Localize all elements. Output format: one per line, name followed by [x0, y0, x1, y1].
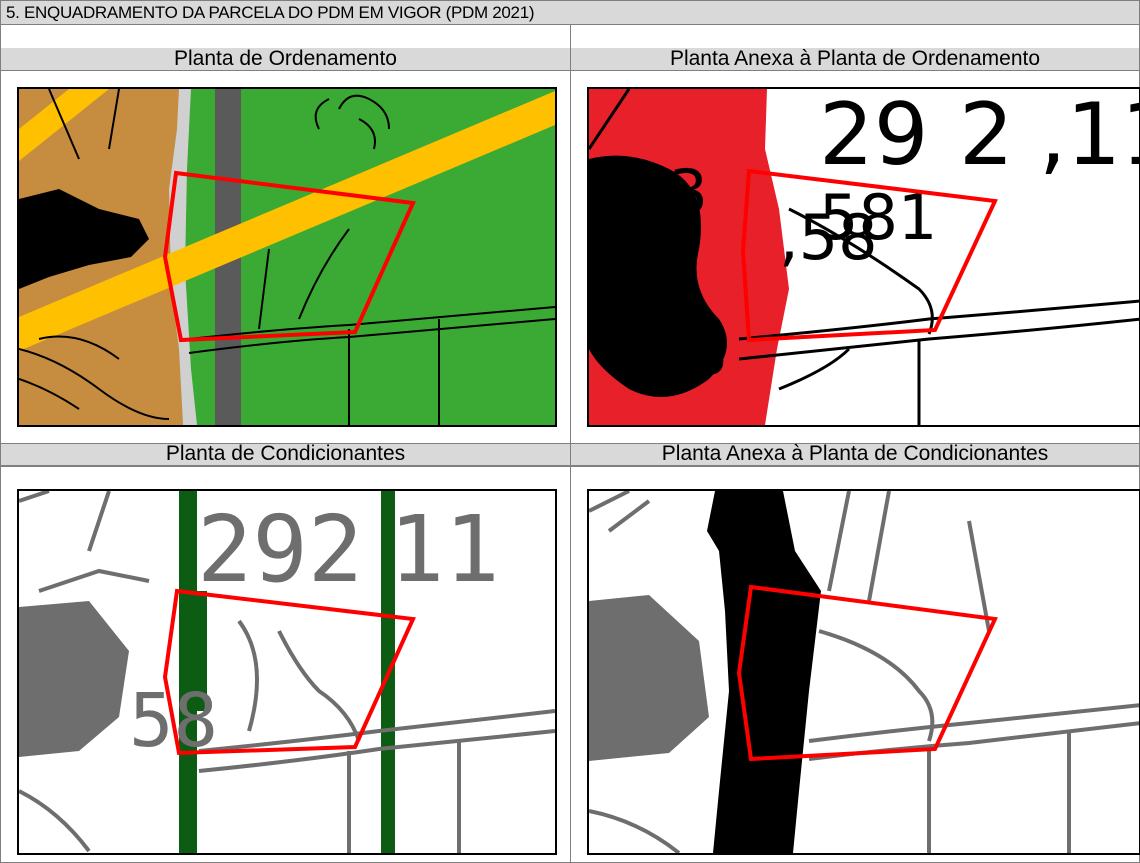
- condicionantes-map: 292 11 58: [19, 491, 555, 853]
- map-label: 11: [389, 496, 500, 603]
- map-panel-anexa-condicionantes: [587, 489, 1140, 855]
- map-label: 292: [197, 496, 363, 603]
- section-title: 5. ENQUADRAMENTO DA PARCELA DO PDM EM VI…: [6, 3, 535, 22]
- map-panel-condicionantes: 292 11 58: [17, 489, 557, 855]
- panel-title-anexa-condicionantes: Planta Anexa à Planta de Condicionantes: [571, 443, 1139, 466]
- panel-title-ordenamento: Planta de Ordenamento: [1, 48, 570, 71]
- map-label: ,11: [1039, 89, 1140, 185]
- map-panel-ordenamento: [17, 87, 557, 427]
- ordenamento-map: [19, 89, 555, 425]
- map-label: 2: [959, 89, 1014, 185]
- map-label: 29: [819, 89, 928, 185]
- anexa-condicionantes-map: [589, 491, 1139, 853]
- anexa-ordenamento-map: 29 2 ,11 581 ,58 93 ,58: [589, 89, 1140, 425]
- section-header: 5. ENQUADRAMENTO DA PARCELA DO PDM EM VI…: [1, 1, 1139, 25]
- map-panel-anexa-ordenamento: 29 2 ,11 581 ,58 93 ,58: [587, 87, 1140, 427]
- panel-title-condicionantes: Planta de Condicionantes: [1, 443, 570, 466]
- grid-line: [570, 24, 571, 862]
- map-label: 93: [629, 156, 708, 229]
- panel-title-anexa-ordenamento: Planta Anexa à Planta de Ordenamento: [571, 48, 1139, 71]
- map-label: ,58: [629, 316, 728, 389]
